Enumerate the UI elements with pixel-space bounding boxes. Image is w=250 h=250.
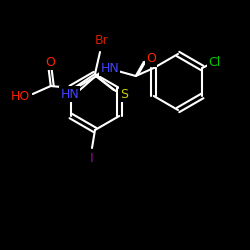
Text: HN: HN: [60, 88, 79, 101]
Text: O: O: [146, 52, 156, 66]
Text: S: S: [120, 88, 128, 101]
Text: HO: HO: [11, 90, 30, 104]
Text: O: O: [45, 56, 55, 68]
Text: HN: HN: [100, 62, 119, 74]
Text: Cl: Cl: [208, 56, 220, 68]
Text: I: I: [90, 152, 94, 164]
Text: Br: Br: [95, 34, 109, 46]
